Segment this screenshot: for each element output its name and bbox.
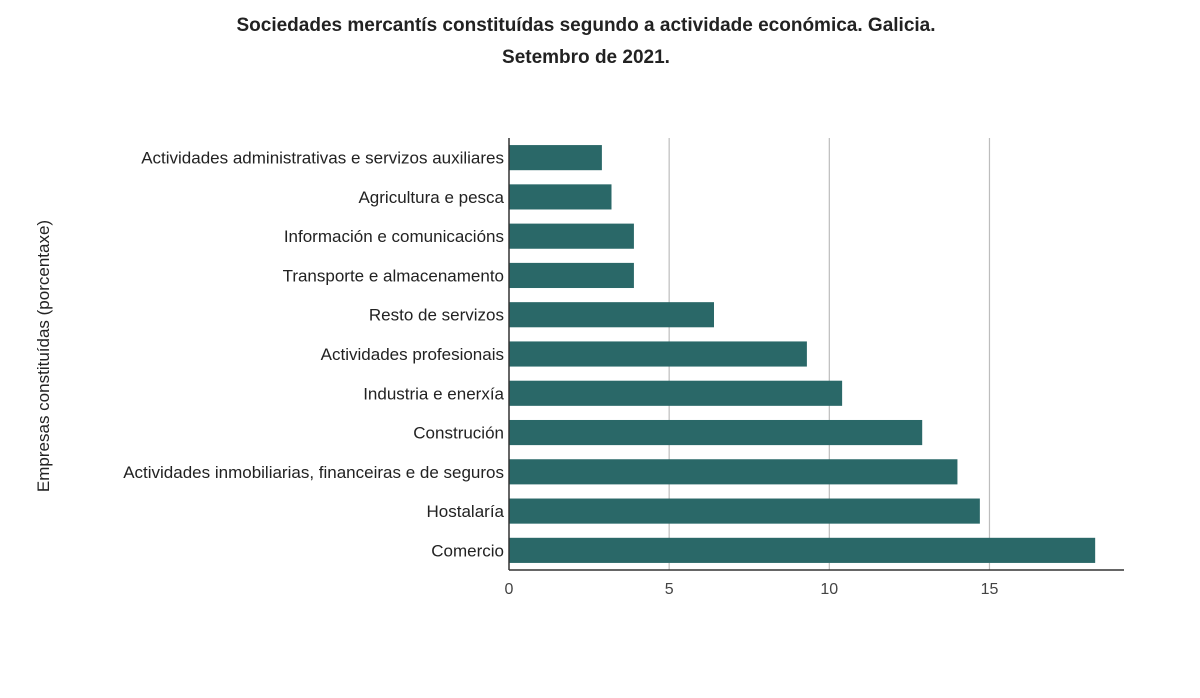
- bar: [509, 223, 634, 249]
- bar: [509, 498, 980, 524]
- category-label: Industria e enerxía: [363, 384, 504, 403]
- x-tick-label: 15: [981, 581, 999, 598]
- bar: [509, 537, 1096, 563]
- bar: [509, 145, 602, 171]
- chart-title: Sociedades mercantís constituídas segund…: [236, 15, 936, 36]
- bar: [509, 419, 923, 446]
- category-label: Construción: [413, 424, 504, 443]
- category-label: Resto de servizos: [369, 306, 504, 325]
- bar: [509, 341, 807, 367]
- axes: [508, 138, 1124, 571]
- x-tick-label: 10: [820, 581, 838, 598]
- bar: [509, 262, 634, 289]
- category-label: Actividades administrativas e servizos a…: [141, 149, 504, 168]
- bar: [509, 302, 714, 328]
- bar: [509, 380, 843, 406]
- chart-title-block: Sociedades mercantís constituídas segund…: [0, 10, 1172, 74]
- category-label: Comercio: [431, 541, 504, 560]
- category-label: Información e comunicacións: [284, 227, 504, 246]
- category-labels: Actividades administrativas e servizos a…: [123, 149, 504, 561]
- category-label: Actividades profesionais: [321, 345, 504, 364]
- chart-subtitle: Setembro de 2021.: [502, 47, 670, 68]
- category-label: Transporte e almacenamento: [283, 266, 504, 285]
- category-label: Actividades inmobiliarias, financeiras e…: [123, 463, 504, 482]
- y-axis-title: Empresas constituídas (porcentaxe): [34, 220, 53, 492]
- bar: [509, 184, 612, 210]
- bar: [509, 459, 958, 485]
- bars: [509, 145, 1096, 563]
- x-tick-label: 5: [665, 581, 674, 598]
- x-tick-label: 0: [505, 581, 514, 598]
- x-tick-labels: 0 5 10 15: [505, 581, 999, 598]
- category-label: Hostalaría: [427, 502, 505, 521]
- category-label: Agricultura e pesca: [358, 188, 504, 207]
